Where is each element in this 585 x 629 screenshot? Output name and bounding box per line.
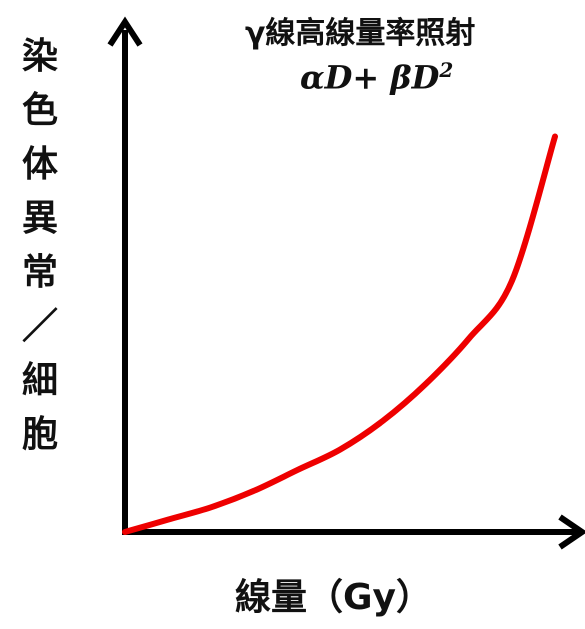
formula-text: αD+ βD <box>300 58 440 97</box>
y-axis-label: 染色体異常 ／ 細胞 <box>10 30 70 462</box>
series-group <box>122 133 558 535</box>
series-line <box>122 133 558 535</box>
x-axis-label: 線量（Gy） <box>235 577 433 618</box>
y-label-char: 異 <box>21 198 58 239</box>
y-label-char: 胞 <box>21 414 58 455</box>
y-label-char: 色 <box>21 90 58 131</box>
x-axis-arrow <box>558 514 585 550</box>
chart-title-line2: αD+ βD2 <box>300 58 453 97</box>
y-label-char: ／ <box>21 306 58 347</box>
y-label-char: 細 <box>21 360 58 401</box>
chart-title-line1: γ線高線量率照射 <box>245 16 476 51</box>
y-axis-arrow <box>107 16 143 47</box>
formula-superscript: 2 <box>439 58 454 82</box>
y-label-char: 常 <box>21 252 58 293</box>
y-label-char: 体 <box>21 144 58 185</box>
y-label-char: 染 <box>21 36 58 77</box>
